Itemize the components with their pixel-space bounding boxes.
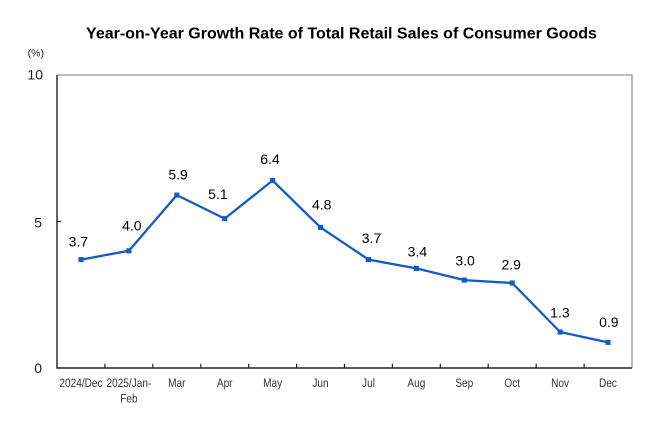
svg-text:3.7: 3.7 xyxy=(69,233,89,249)
svg-text:Mar: Mar xyxy=(168,377,186,390)
svg-text:Nov: Nov xyxy=(551,377,569,390)
svg-text:Aug: Aug xyxy=(407,377,425,390)
svg-text:(%): (%) xyxy=(28,47,44,59)
svg-text:Feb: Feb xyxy=(120,393,137,406)
svg-text:3.0: 3.0 xyxy=(455,253,475,269)
svg-text:5.1: 5.1 xyxy=(208,186,228,202)
svg-text:Apr: Apr xyxy=(217,377,233,390)
svg-text:Oct: Oct xyxy=(504,377,520,390)
svg-text:Jul: Jul xyxy=(362,377,375,390)
svg-text:3.4: 3.4 xyxy=(408,244,428,260)
svg-text:5: 5 xyxy=(34,214,42,230)
svg-text:Sep: Sep xyxy=(455,377,473,390)
svg-text:2024/Dec: 2024/Dec xyxy=(59,377,103,390)
svg-text:1.3: 1.3 xyxy=(550,304,570,320)
svg-text:4.0: 4.0 xyxy=(122,217,142,233)
svg-text:5.9: 5.9 xyxy=(168,166,188,182)
svg-text:4.8: 4.8 xyxy=(312,196,332,212)
svg-text:0: 0 xyxy=(34,360,42,376)
svg-text:10: 10 xyxy=(27,67,43,83)
svg-text:2025/Jan-: 2025/Jan- xyxy=(106,377,151,390)
svg-text:Year-on-Year Growth Rate of To: Year-on-Year Growth Rate of Total Retail… xyxy=(86,26,597,43)
svg-text:0.9: 0.9 xyxy=(599,314,619,330)
svg-text:2.9: 2.9 xyxy=(501,257,521,273)
svg-text:May: May xyxy=(263,377,282,390)
svg-text:Jun: Jun xyxy=(312,377,328,390)
svg-text:6.4: 6.4 xyxy=(260,151,280,167)
svg-text:Dec: Dec xyxy=(599,377,617,390)
svg-text:3.7: 3.7 xyxy=(362,230,382,246)
